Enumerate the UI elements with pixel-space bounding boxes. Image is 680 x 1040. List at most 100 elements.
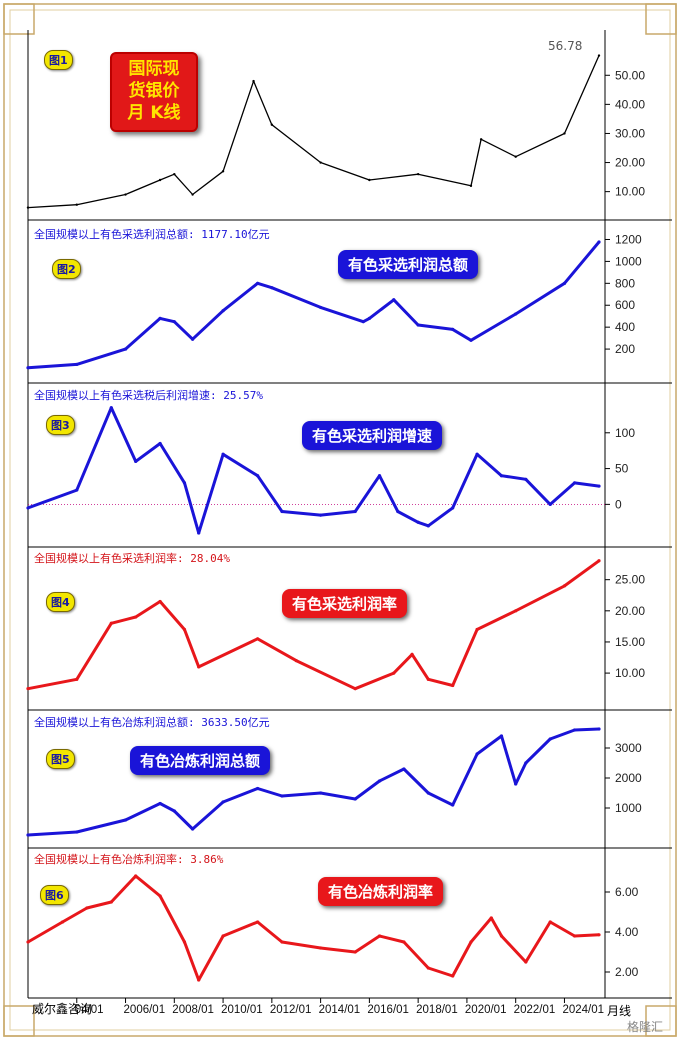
data-point-5-5 [190,827,195,831]
y-tick-label-2-5: 1200 [615,232,642,246]
panel-label-4: 全国规模以上有色采选利润率: 28.04% [34,552,230,565]
data-point-3-5 [182,481,187,485]
data-point-2-5 [190,337,195,341]
data-point-4-17 [597,559,601,563]
data-point-6-17 [469,940,473,944]
data-point-5-13 [426,791,430,795]
data-point-6-5 [158,894,162,898]
data-point-3-18 [499,474,504,478]
panel-label-3: 全国规模以上有色采选税后利润增速: 25.57% [34,389,263,402]
data-point-2-1 [75,362,79,367]
data-point-1-11 [416,172,420,176]
data-point-3-17 [475,452,479,456]
panel-badge-2: 有色采选利润总额 [338,250,479,279]
series-line-2 [27,241,601,370]
data-point-2-0 [26,366,30,370]
data-point-2-8 [270,286,274,290]
panel-tag-6: 图6 [40,885,69,905]
data-point-4-14 [475,627,479,632]
corner-ornament-0 [3,3,35,35]
data-point-3-22 [597,484,601,488]
panel-tag-5: 图5 [46,749,75,769]
data-point-1-16 [597,54,601,57]
data-point-3-0 [26,506,30,510]
data-point-3-6 [197,531,201,535]
data-point-5-2 [123,818,128,822]
panel-tag-4: 图4 [46,592,75,612]
data-point-1-15 [563,132,566,135]
source-label: 威尔鑫咨询 [32,1002,93,1016]
data-point-6-22 [573,934,577,938]
watermark: 格隆汇 [627,1020,664,1034]
panel-badge-5: 有色冶炼利润总额 [130,746,271,775]
data-point-4-11 [410,652,414,657]
data-point-2-15 [469,338,473,342]
data-point-6-1 [60,920,65,924]
series-line-5 [27,727,600,837]
data-point-2-12 [392,298,396,302]
data-point-3-1 [75,488,79,492]
panel-badge-3: 有色采选利润增速 [302,421,443,450]
data-point-4-8 [294,659,298,663]
data-point-4-15 [514,609,518,613]
chart-title-badge: 国际现 货银价 月 K线 [110,52,198,132]
data-point-6-20 [524,960,528,964]
data-point-5-19 [548,737,552,741]
data-point-3-15 [426,524,430,528]
x-tick-label-5: 2014/01 [319,1004,361,1016]
x-tick-label-10: 2024/01 [562,1004,604,1016]
data-point-6-13 [377,934,382,938]
data-point-3-11 [353,509,357,514]
data-point-6-8 [221,934,225,938]
data-point-1-4 [173,172,176,176]
data-point-2-17 [562,281,567,285]
data-point-1-7 [252,79,255,83]
corner-ornament-1 [645,3,677,35]
data-point-4-10 [392,671,396,675]
data-point-5-8 [280,794,284,798]
data-point-6-23 [597,933,601,937]
data-point-4-4 [158,599,162,604]
outer-border [3,3,677,1037]
data-point-5-16 [499,734,504,738]
x-tick-label-1: 2006/01 [124,1004,166,1016]
data-point-2-18 [597,240,601,244]
y-tick-label-1-0: 10.00 [615,185,645,199]
inner-border [9,9,671,1031]
data-point-6-6 [182,940,187,944]
data-point-4-1 [75,677,79,681]
data-point-6-15 [426,966,430,970]
data-point-3-14 [416,520,420,524]
data-point-2-11 [367,316,371,320]
data-point-1-14 [514,155,517,158]
data-point-5-10 [353,797,357,801]
panel-label-6: 全国规模以上有色冶炼利润率: 3.86% [34,853,224,866]
data-point-1-6 [221,170,225,173]
data-point-6-18 [489,916,493,920]
data-point-5-6 [221,800,225,804]
data-point-1-3 [158,178,162,182]
data-point-5-14 [451,803,455,807]
data-point-1-2 [124,193,127,196]
data-point-1-10 [368,178,371,182]
data-point-2-6 [221,309,225,313]
data-point-3-7 [221,452,225,456]
last-price-label: 56.78 [548,39,583,53]
data-point-4-3 [134,615,138,619]
data-point-2-10 [361,320,365,324]
x-tick-label-0: 04/01 [75,1004,104,1016]
data-point-3-9 [280,509,284,514]
data-point-5-21 [597,727,601,731]
data-point-6-19 [499,934,504,938]
data-point-6-7 [197,978,201,982]
data-point-1-9 [319,161,322,164]
panel-label-5: 全国规模以上有色冶炼利润总额: 3633.50亿元 [34,716,270,729]
data-point-3-8 [256,474,260,478]
data-point-5-20 [573,728,577,732]
data-point-5-4 [172,809,176,813]
data-point-5-0 [26,833,30,837]
data-point-5-9 [319,791,323,795]
y-tick-label-2-4: 1000 [615,254,642,268]
y-tick-label-5-1: 2000 [615,771,642,785]
